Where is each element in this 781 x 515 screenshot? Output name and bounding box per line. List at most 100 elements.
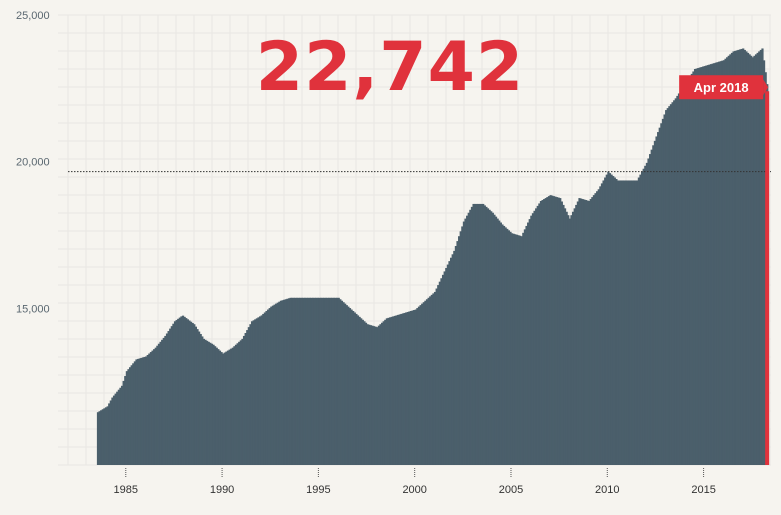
- data-bar: [117, 389, 120, 465]
- data-bar: [340, 300, 344, 465]
- data-bar: [543, 199, 546, 466]
- data-bar: [419, 305, 422, 465]
- data-bar: [475, 203, 478, 465]
- data-bar: [162, 337, 165, 465]
- data-bar: [485, 206, 488, 465]
- data-bar: [621, 180, 624, 465]
- data-bar: [238, 341, 241, 465]
- data-bar: [453, 250, 456, 465]
- data-bar: [658, 127, 661, 466]
- data-bar: [249, 324, 252, 465]
- data-bar: [525, 225, 528, 465]
- data-bar: [345, 305, 348, 465]
- data-bar: [112, 395, 116, 465]
- data-bar: [730, 52, 734, 465]
- data-bar: [748, 54, 751, 465]
- data-bar: [711, 63, 714, 465]
- data-bar: [684, 83, 687, 466]
- data-bar: [496, 218, 499, 465]
- data-bar: [181, 315, 185, 465]
- data-bar: [356, 315, 360, 465]
- data-bar: [623, 180, 626, 465]
- data-bar: [169, 328, 172, 465]
- data-bar: [494, 216, 498, 465]
- data-bar: [567, 215, 570, 465]
- data-bar: [103, 408, 106, 465]
- data-bar: [527, 222, 530, 465]
- data-bar: [416, 308, 419, 465]
- data-bar: [732, 51, 735, 466]
- data-bar: [636, 180, 639, 465]
- data-bar: [207, 341, 210, 465]
- data-bar: [443, 271, 446, 465]
- data-bar: [331, 297, 334, 465]
- data-bar: [371, 325, 374, 465]
- data-bar: [735, 50, 738, 466]
- data-bar: [520, 236, 523, 465]
- data-bar: [167, 331, 170, 465]
- data-bar: [480, 203, 483, 465]
- data-bar: [302, 297, 305, 465]
- data-bar: [236, 343, 239, 465]
- data-bar: [393, 315, 397, 465]
- data-bar: [721, 60, 724, 465]
- data-bar: [149, 352, 153, 465]
- x-tick-label: 2000: [402, 484, 426, 496]
- data-bar: [180, 316, 183, 465]
- data-bar: [512, 233, 515, 465]
- data-bar: [397, 314, 400, 465]
- data-bar: [239, 340, 242, 465]
- data-bar: [761, 48, 764, 465]
- data-bar: [435, 288, 438, 465]
- data-bar: [260, 315, 263, 465]
- data-bar: [380, 322, 384, 465]
- data-bar: [695, 68, 698, 465]
- data-bar: [734, 50, 737, 466]
- data-bar: [104, 407, 108, 465]
- data-bar: [499, 222, 502, 465]
- data-bar: [705, 65, 708, 466]
- data-bar: [398, 314, 401, 465]
- data-bar: [400, 313, 403, 465]
- data-bar: [483, 205, 486, 465]
- data-bar: [337, 297, 340, 465]
- data-bar: [600, 183, 604, 465]
- data-bar: [332, 297, 336, 465]
- data-bar: [263, 312, 267, 465]
- data-bar: [490, 211, 493, 465]
- data-bar: [663, 114, 666, 465]
- data-bar: [669, 104, 673, 465]
- data-bar: [316, 297, 319, 465]
- data-bar: [533, 210, 536, 465]
- data-bar: [372, 326, 376, 465]
- data-bar: [315, 297, 318, 465]
- data-bar: [352, 311, 355, 465]
- data-bar: [165, 333, 169, 465]
- data-bar: [310, 297, 313, 465]
- data-bar: [510, 233, 514, 465]
- data-bar: [177, 318, 180, 465]
- data-bar: [183, 316, 186, 465]
- data-bar: [116, 391, 119, 465]
- data-bar: [218, 350, 222, 465]
- data-bar: [644, 165, 647, 466]
- data-bar: [563, 208, 567, 466]
- data-bar: [384, 319, 387, 465]
- data-bar: [425, 299, 429, 465]
- data-bar: [234, 344, 238, 465]
- data-bar: [703, 66, 706, 466]
- data-bar: [153, 349, 156, 465]
- data-bar: [173, 321, 177, 465]
- data-bar: [276, 302, 279, 465]
- data-bar: [464, 218, 467, 465]
- data-bar: [297, 297, 300, 465]
- data-bar: [164, 335, 167, 465]
- data-bar: [687, 78, 690, 466]
- data-bar: [414, 309, 417, 465]
- data-bar: [478, 203, 482, 465]
- data-bar: [287, 298, 291, 465]
- data-bar: [308, 297, 311, 465]
- data-bar: [649, 154, 652, 466]
